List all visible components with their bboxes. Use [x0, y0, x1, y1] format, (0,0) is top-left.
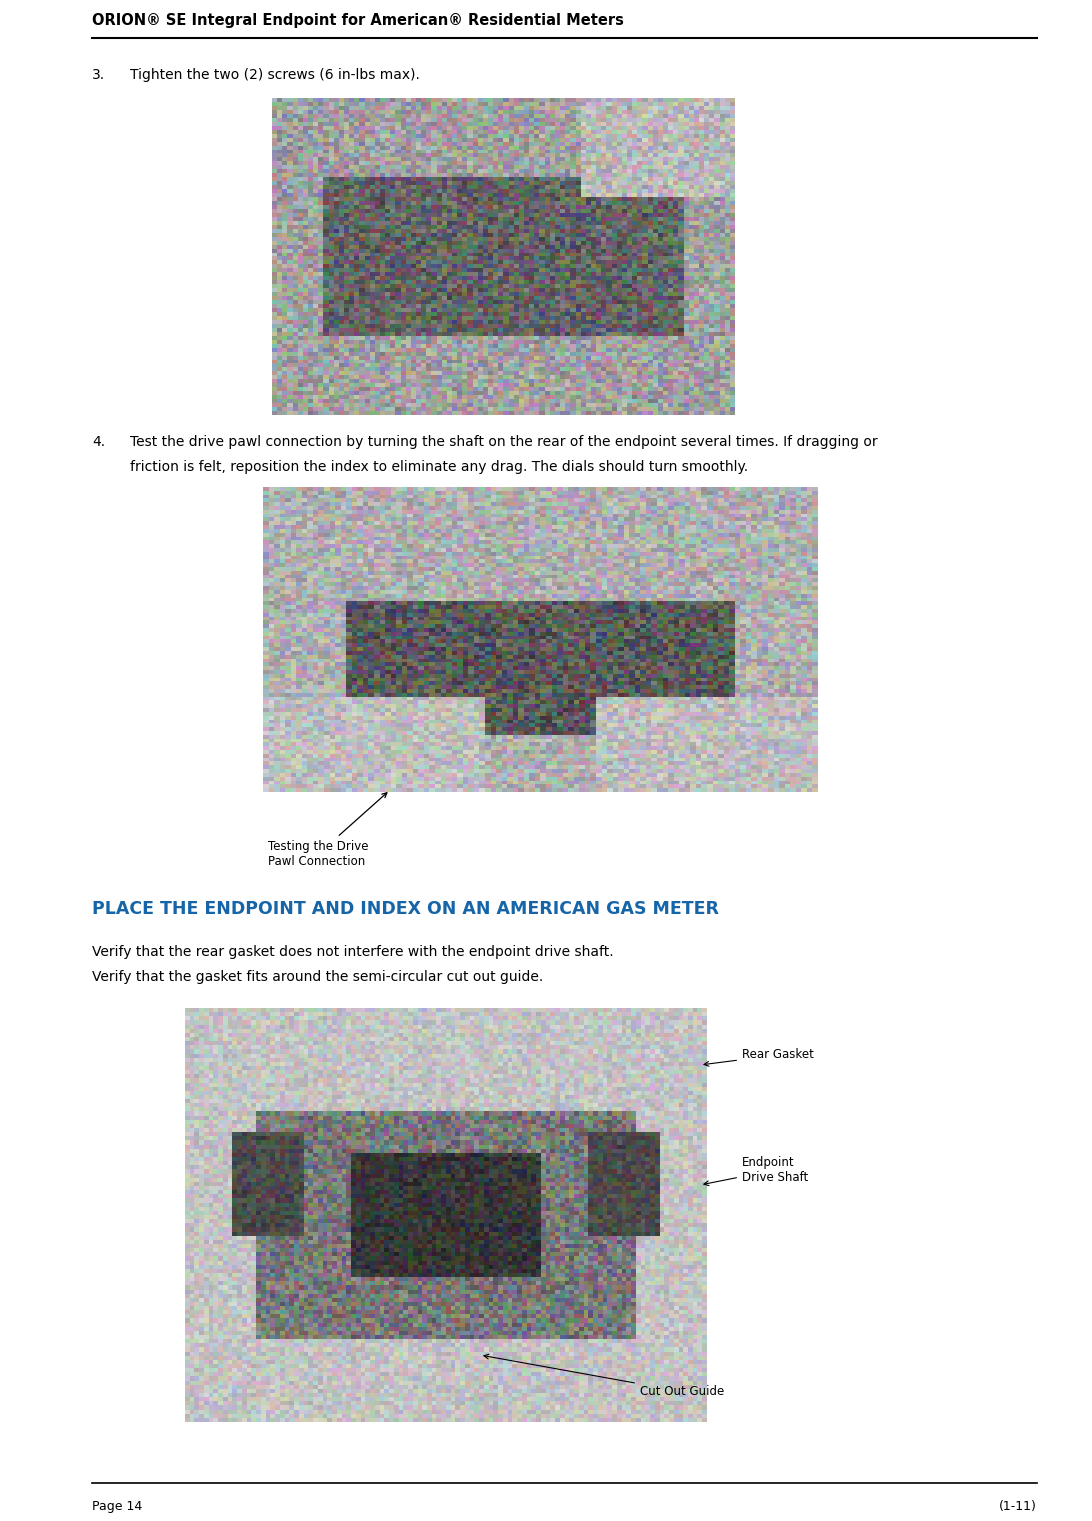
Text: Tighten the two (2) screws (6 in-lbs max).: Tighten the two (2) screws (6 in-lbs max… — [130, 68, 420, 82]
Text: Verify that the gasket fits around the semi-circular cut out guide.: Verify that the gasket fits around the s… — [92, 970, 543, 984]
Text: (1-11): (1-11) — [999, 1500, 1037, 1513]
Text: Test the drive pawl connection by turning the shaft on the rear of the endpoint : Test the drive pawl connection by turnin… — [130, 435, 878, 449]
Text: friction is felt, reposition the index to eliminate any drag. The dials should t: friction is felt, reposition the index t… — [130, 459, 748, 475]
Text: Page 14: Page 14 — [92, 1500, 142, 1513]
Text: Verify that the rear gasket does not interfere with the endpoint drive shaft.: Verify that the rear gasket does not int… — [92, 945, 614, 960]
Text: Testing the Drive
Pawl Connection: Testing the Drive Pawl Connection — [268, 792, 387, 868]
Text: Rear Gasket: Rear Gasket — [704, 1048, 814, 1066]
Text: Endpoint
Drive Shaft: Endpoint Drive Shaft — [704, 1156, 808, 1185]
Text: PLACE THE ENDPOINT AND INDEX ON AN AMERICAN GAS METER: PLACE THE ENDPOINT AND INDEX ON AN AMERI… — [92, 900, 719, 919]
Text: 3.: 3. — [92, 68, 105, 82]
Text: 4.: 4. — [92, 435, 105, 449]
Text: Cut Out Guide: Cut Out Guide — [484, 1354, 724, 1398]
Text: ORION® SE Integral Endpoint for American® Residential Meters: ORION® SE Integral Endpoint for American… — [92, 14, 624, 27]
